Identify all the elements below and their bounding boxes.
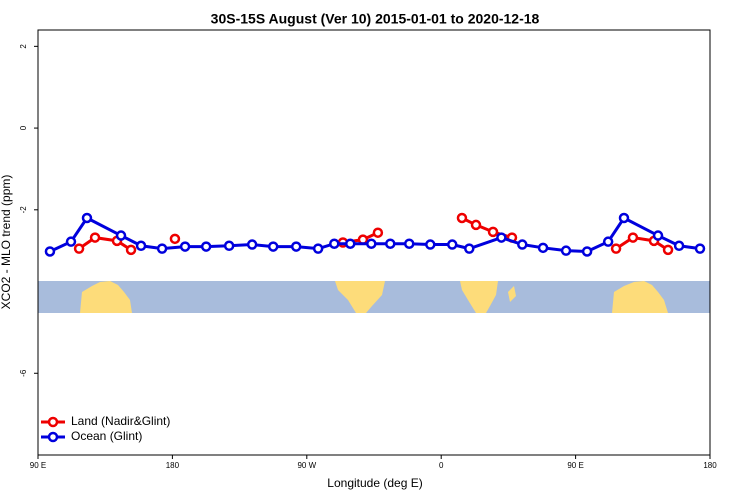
point — [403, 238, 415, 249]
y-tick-label: 0 — [19, 125, 28, 130]
point — [610, 243, 622, 254]
point — [179, 241, 191, 252]
point — [89, 232, 101, 243]
point — [73, 243, 85, 254]
point — [496, 232, 507, 243]
point — [464, 243, 475, 254]
x-tick-label: 90 E — [30, 461, 46, 470]
x-tick-label: 180 — [703, 461, 717, 470]
x-axis-label: Longitude (deg E) — [327, 476, 422, 490]
x-tick-label: 0 — [439, 461, 444, 470]
point — [44, 246, 56, 257]
point — [125, 244, 137, 256]
y-tick-label: -6 — [19, 369, 28, 377]
point — [135, 240, 147, 252]
point — [662, 244, 674, 256]
point — [290, 241, 302, 252]
legend-label: Land (Nadir&Glint) — [71, 414, 170, 428]
point — [169, 233, 181, 245]
point — [246, 239, 258, 250]
point — [581, 246, 593, 257]
y-tick-label: -2 — [19, 206, 28, 214]
point — [81, 212, 93, 224]
legend-marker — [47, 431, 59, 443]
point — [456, 212, 468, 224]
point — [602, 236, 614, 247]
point — [65, 236, 77, 247]
y-axis-label: XCO2 - MLO trend (ppm) — [0, 175, 13, 310]
point — [487, 226, 499, 238]
point — [223, 240, 235, 252]
chart-title: 30S-15S August (Ver 10) 2015-01-01 to 20… — [211, 11, 540, 27]
point — [470, 219, 482, 231]
point — [537, 242, 549, 254]
point — [425, 239, 436, 250]
point — [447, 239, 458, 250]
x-tick-label: 90 E — [567, 461, 583, 470]
point — [627, 232, 639, 243]
point — [156, 243, 168, 254]
point — [345, 238, 356, 249]
point — [673, 240, 685, 252]
map-strip — [38, 281, 710, 313]
point — [694, 243, 706, 254]
point — [385, 238, 396, 249]
legend-label: Ocean (Glint) — [71, 429, 142, 443]
point — [267, 241, 279, 252]
x-tick-label: 180 — [166, 461, 180, 470]
point — [312, 243, 324, 254]
point — [329, 238, 340, 249]
legend-marker — [47, 416, 59, 428]
point — [560, 245, 572, 256]
point — [652, 230, 664, 241]
plot-frame — [37, 29, 711, 456]
point — [366, 238, 377, 249]
point — [372, 227, 384, 238]
point — [618, 212, 630, 224]
point — [115, 230, 127, 241]
x-tick-label: 90 W — [297, 461, 316, 470]
y-tick-label: 2 — [19, 44, 28, 49]
point — [517, 239, 528, 250]
point — [200, 241, 212, 252]
